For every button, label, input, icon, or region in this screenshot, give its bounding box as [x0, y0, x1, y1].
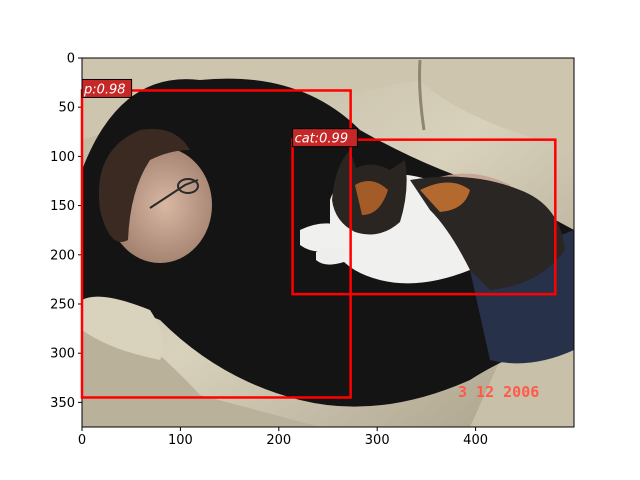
x-tick-label: 0 — [78, 433, 86, 448]
y-tick-label: 300 — [50, 347, 75, 362]
couch-right-lower — [470, 340, 574, 427]
y-tick-label: 200 — [50, 248, 75, 263]
detection-overlays: p:0.98 cat:0.99 — [80, 78, 557, 399]
y-tick-label: 100 — [50, 150, 75, 165]
eyeglass-lens — [177, 178, 199, 194]
cat-paw-lower — [316, 247, 346, 265]
y-tick-label: 0 — [67, 52, 75, 67]
detection-label-bg — [292, 128, 358, 148]
detection-label-p: p:0.98 — [83, 82, 126, 97]
photo: 3 12 2006 — [82, 58, 574, 427]
y-tick-label: 50 — [58, 101, 75, 116]
x-tick-label: 400 — [463, 433, 488, 448]
cat-paws — [300, 223, 342, 252]
pillow-left — [82, 296, 164, 360]
y-axis-ticks: 0 50 100 150 200 250 300 350 — [50, 52, 82, 411]
eyeglasses — [149, 179, 199, 209]
detection-label-cat: cat:0.99 — [295, 132, 349, 147]
detection-label-bg — [81, 78, 133, 98]
person-hair — [98, 128, 190, 242]
x-axis-ticks: 0 100 200 300 400 — [78, 427, 488, 448]
detection-box-cat — [291, 138, 557, 296]
x-tick-label: 200 — [266, 433, 291, 448]
y-tick-label: 150 — [50, 199, 75, 214]
y-tick-label: 350 — [50, 396, 75, 411]
date-stamp: 3 12 2006 — [458, 383, 539, 401]
couch-seam — [418, 59, 426, 131]
cat-orange-patch — [420, 182, 470, 212]
x-tick-label: 100 — [168, 433, 193, 448]
cat-head-orange — [355, 181, 388, 215]
detection-box-p — [80, 89, 352, 399]
y-tick-label: 250 — [50, 298, 75, 313]
couch-cushion-bottom — [82, 300, 320, 427]
x-tick-label: 300 — [365, 433, 390, 448]
